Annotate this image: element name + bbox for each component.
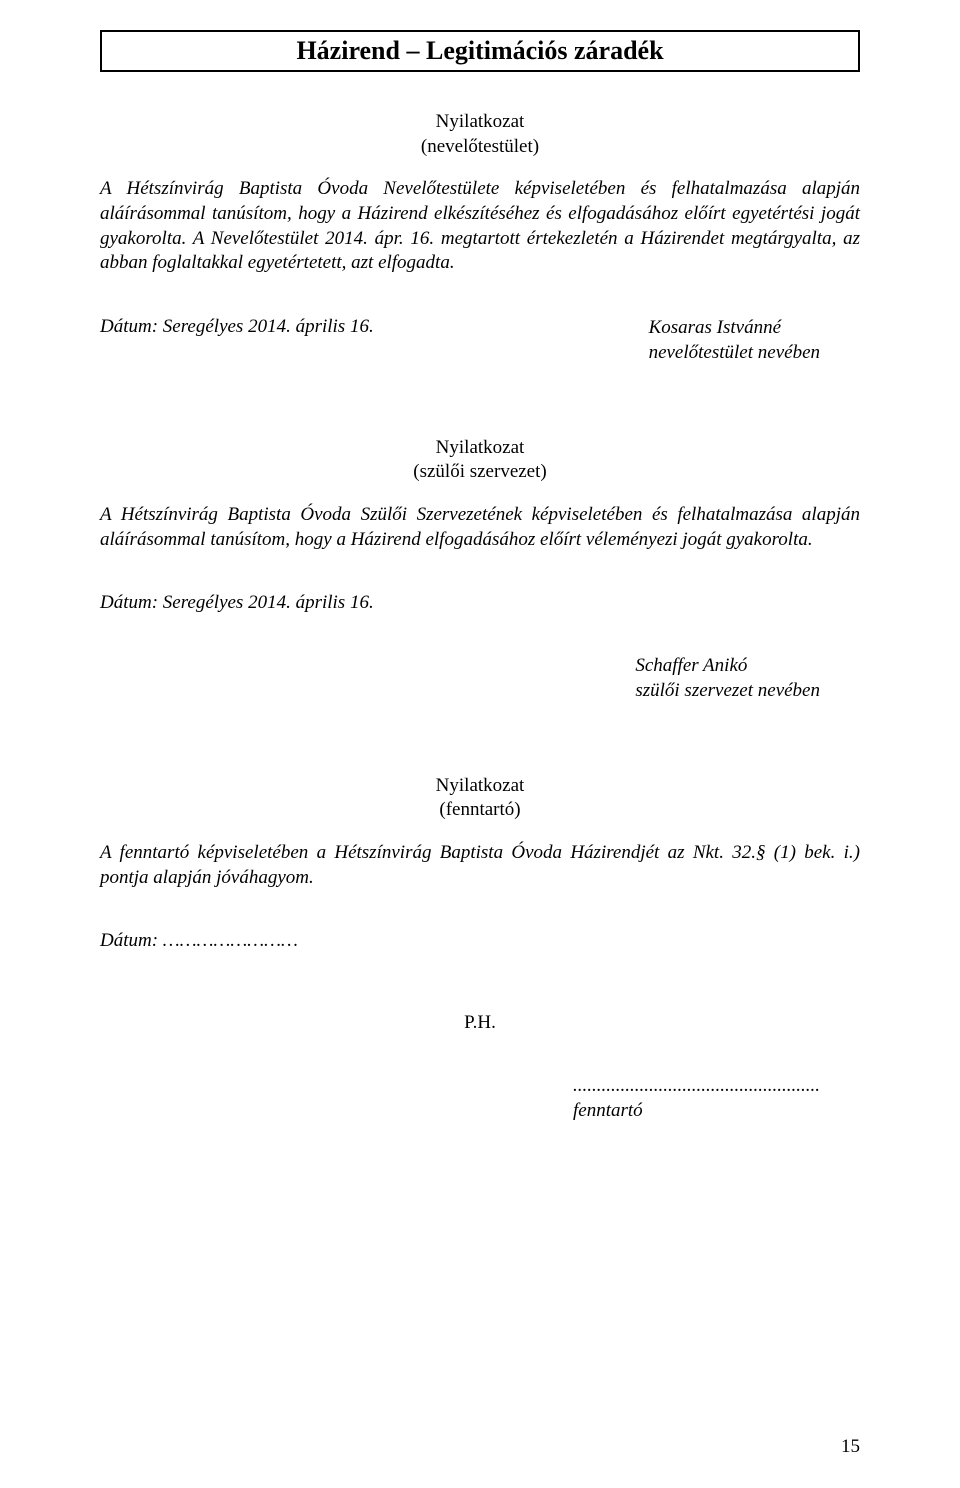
section3-heading-line2: (fenntartó) (100, 798, 860, 823)
document-title: Házirend – Legitimációs záradék (102, 36, 858, 66)
section2-signer-wrap: Schaffer Anikó szülői szervezet nevében (100, 654, 860, 703)
section2-signer: Schaffer Anikó szülői szervezet nevében (635, 654, 820, 703)
section3-heading: Nyilatkozat (fenntartó) (100, 774, 860, 823)
section1-heading-line1: Nyilatkozat (100, 110, 860, 135)
section2-paragraph: A Hétszínvirág Baptista Óvoda Szülői Sze… (100, 503, 860, 552)
ph-marker: P.H. (100, 1012, 860, 1034)
section2-heading: Nyilatkozat (szülői szervezet) (100, 436, 860, 485)
section1-signer-role: nevelőtestület nevében (649, 341, 820, 366)
section1-heading-line2: (nevelőtestület) (100, 135, 860, 160)
section2-signer-role: szülői szervezet nevében (635, 679, 820, 704)
section3-heading-line1: Nyilatkozat (100, 774, 860, 799)
section1-signer: Kosaras Istvánné nevelőtestület nevében (649, 316, 860, 365)
signature-dots: ........................................… (573, 1074, 820, 1099)
section3-signer-wrap: ........................................… (100, 1074, 860, 1123)
section3-signature: ........................................… (573, 1074, 820, 1123)
title-box: Házirend – Legitimációs záradék (100, 30, 860, 72)
section3-date: Dátum: …………………… (100, 930, 860, 952)
section1-paragraph: A Hétszínvirág Baptista Óvoda Nevelőtest… (100, 177, 860, 276)
section3-paragraph: A fenntartó képviseletében a Hétszínvirá… (100, 841, 860, 890)
section1-date: Dátum: Seregélyes 2014. április 16. (100, 316, 374, 365)
section1-signer-name: Kosaras Istvánné (649, 316, 820, 341)
section2-signer-name: Schaffer Anikó (635, 654, 820, 679)
section2-date: Dátum: Seregélyes 2014. április 16. (100, 592, 860, 614)
section1-heading: Nyilatkozat (nevelőtestület) (100, 110, 860, 159)
signature-label: fenntartó (573, 1099, 820, 1124)
section2-heading-line1: Nyilatkozat (100, 436, 860, 461)
page-number: 15 (841, 1436, 860, 1458)
section1-date-sign: Dátum: Seregélyes 2014. április 16. Kosa… (100, 316, 860, 365)
section2-heading-line2: (szülői szervezet) (100, 460, 860, 485)
